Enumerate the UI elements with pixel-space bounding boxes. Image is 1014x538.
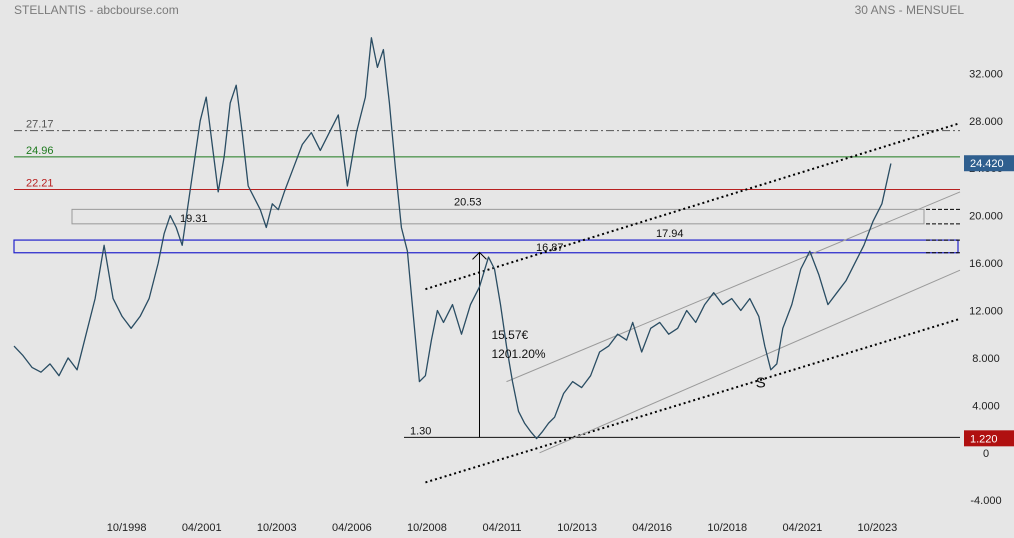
- level-label: 22.21: [26, 177, 54, 189]
- y-tick-label: 4.000: [972, 400, 1000, 412]
- price-series-line: [13, 37, 892, 440]
- y-tick-label: 28.000: [969, 116, 1003, 128]
- trend-line: [425, 317, 961, 484]
- x-tick-label: 04/2016: [632, 522, 672, 534]
- zone-label-high: 17.94: [656, 228, 684, 240]
- trend-line: [425, 122, 961, 291]
- y-tick-label: -4.000: [970, 495, 1001, 507]
- gain-annotation: 15.57€: [492, 328, 529, 342]
- zone-label-high: 20.53: [454, 196, 482, 208]
- price-tag: [964, 430, 1014, 447]
- channel-line: [539, 269, 961, 454]
- x-tick-label: 10/2008: [407, 522, 447, 534]
- x-tick-label: 10/1998: [107, 522, 147, 534]
- level-label: 1.30: [410, 425, 431, 437]
- price-tag-label: 24.420: [970, 158, 1004, 170]
- x-tick-label: 10/2023: [858, 522, 898, 534]
- y-tick-label: 32.000: [969, 68, 1003, 80]
- price-zone: [71, 208, 925, 225]
- level-label: 27.17: [26, 119, 54, 131]
- y-tick-label: 16.000: [969, 258, 1003, 270]
- chart-header-period: 30 ANS - MENSUEL: [854, 3, 964, 17]
- x-tick-label: 10/2003: [257, 522, 297, 534]
- y-tick-label: 8.000: [972, 353, 1000, 365]
- level-label: 24.96: [26, 145, 54, 157]
- x-tick-label: 04/2021: [782, 522, 822, 534]
- chart-header-title: STELLANTIS - abcbourse.com: [14, 3, 179, 17]
- price-tag: [964, 155, 1014, 172]
- y-tick-label: 0: [983, 448, 989, 460]
- gain-arrow-head: [472, 251, 487, 260]
- zone-label-low: 16.87: [536, 242, 564, 254]
- x-tick-label: 04/2001: [182, 522, 222, 534]
- x-tick-label: 04/2011: [483, 522, 522, 534]
- x-tick-label: 10/2018: [707, 522, 747, 534]
- x-tick-label: 04/2006: [332, 522, 372, 534]
- channel-line: [506, 191, 961, 383]
- price-zone: [13, 239, 959, 254]
- pattern-label: S: [756, 375, 766, 392]
- price-tag-label: 1.220: [970, 433, 998, 445]
- zone-label-low: 19.31: [180, 213, 208, 225]
- y-tick-label: 20.000: [969, 211, 1003, 223]
- x-tick-label: 10/2013: [557, 522, 597, 534]
- y-tick-label: 12.000: [969, 306, 1003, 318]
- gain-annotation: 1201.20%: [492, 347, 546, 361]
